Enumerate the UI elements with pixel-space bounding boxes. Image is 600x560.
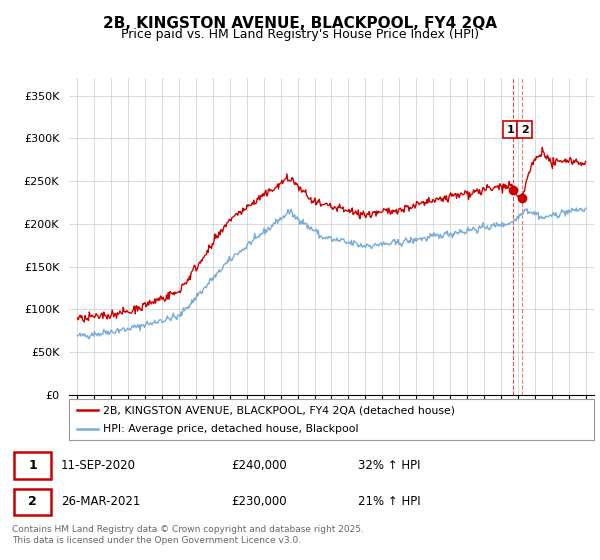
Text: 32% ↑ HPI: 32% ↑ HPI (358, 459, 420, 472)
Text: 1: 1 (28, 459, 37, 472)
Text: 1: 1 (506, 125, 514, 135)
Text: 2: 2 (521, 125, 529, 135)
FancyBboxPatch shape (14, 452, 51, 479)
Text: 2: 2 (28, 496, 37, 508)
Text: 2B, KINGSTON AVENUE, BLACKPOOL, FY4 2QA (detached house): 2B, KINGSTON AVENUE, BLACKPOOL, FY4 2QA … (103, 405, 455, 415)
Text: HPI: Average price, detached house, Blackpool: HPI: Average price, detached house, Blac… (103, 424, 359, 433)
Text: Contains HM Land Registry data © Crown copyright and database right 2025.
This d: Contains HM Land Registry data © Crown c… (12, 525, 364, 545)
Text: 2B, KINGSTON AVENUE, BLACKPOOL, FY4 2QA: 2B, KINGSTON AVENUE, BLACKPOOL, FY4 2QA (103, 16, 497, 31)
FancyBboxPatch shape (14, 488, 51, 515)
Text: Price paid vs. HM Land Registry's House Price Index (HPI): Price paid vs. HM Land Registry's House … (121, 28, 479, 41)
Text: 11-SEP-2020: 11-SEP-2020 (61, 459, 136, 472)
Text: £230,000: £230,000 (231, 496, 287, 508)
Text: £240,000: £240,000 (231, 459, 287, 472)
Text: 21% ↑ HPI: 21% ↑ HPI (358, 496, 420, 508)
Text: 26-MAR-2021: 26-MAR-2021 (61, 496, 140, 508)
